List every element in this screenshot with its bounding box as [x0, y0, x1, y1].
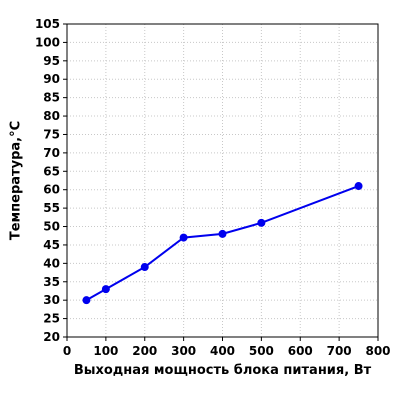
y-tick-label: 50 [43, 220, 60, 234]
x-tick-label: 600 [288, 344, 313, 358]
data-point [257, 218, 266, 227]
y-axis-title: Температура,°С [9, 121, 24, 240]
y-tick-label: 95 [43, 54, 60, 68]
y-tick-label: 75 [43, 127, 60, 141]
y-tick-label: 45 [43, 238, 60, 252]
x-axis-title: Выходная мощность блока питания, Вт [74, 363, 372, 378]
y-tick-label: 100 [35, 35, 60, 49]
y-tick-label: 30 [43, 293, 60, 307]
x-tick-label: 200 [132, 344, 157, 358]
data-point [82, 296, 91, 305]
x-tick-label: 300 [171, 344, 196, 358]
x-tick-label: 800 [365, 344, 390, 358]
data-point [140, 263, 149, 272]
ticks-layer: 0 100 200 300 400 500 600 700 800 20 25 30 35 40 45 50 5… [35, 17, 391, 358]
data-point [354, 182, 363, 191]
y-tick-label: 90 [43, 72, 60, 86]
y-tick-label: 80 [43, 109, 60, 123]
series-layer [82, 182, 363, 305]
x-tick-label: 400 [210, 344, 235, 358]
y-tick-label: 65 [43, 164, 60, 178]
data-point [218, 229, 227, 238]
x-tick-label: 700 [327, 344, 352, 358]
y-tick-label: 40 [43, 256, 60, 270]
y-tick-label: 55 [43, 201, 60, 215]
y-tick-label: 35 [43, 275, 60, 289]
grid-layer [67, 24, 378, 337]
x-tick-label: 500 [249, 344, 274, 358]
data-point [179, 233, 188, 242]
y-tick-label: 70 [43, 146, 60, 160]
y-tick-label: 105 [35, 17, 60, 31]
y-tick-label: 60 [43, 183, 60, 197]
y-tick-label: 20 [43, 330, 60, 344]
y-tick-label: 25 [43, 312, 60, 326]
x-tick-label: 0 [63, 344, 71, 358]
y-tick-label: 85 [43, 91, 60, 105]
x-tick-label: 100 [93, 344, 118, 358]
data-point [101, 285, 110, 294]
